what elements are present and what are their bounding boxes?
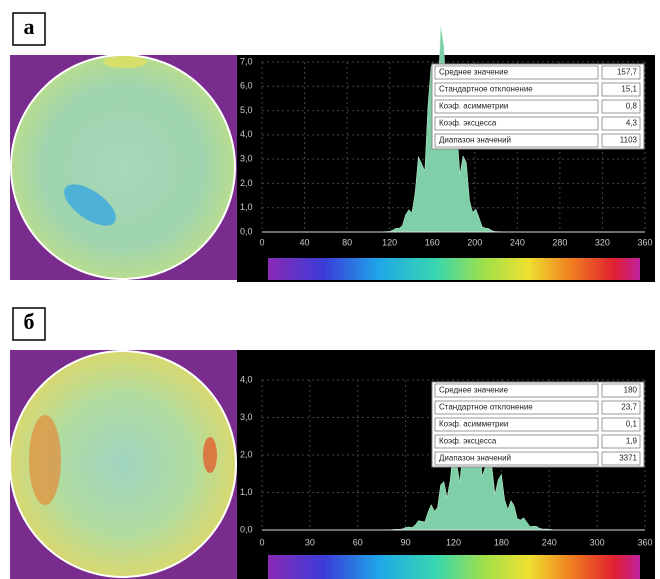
y-tick-label: 0,0 [240, 226, 253, 236]
y-tick-label: 4,0 [240, 129, 253, 139]
figure: а б 7,0 6,0 5,0 4,0 3,0 2,0 1,0 0,0 0 40 80 120 160 2… [0, 0, 660, 579]
stat-name: Среднее значение [439, 68, 509, 77]
y-tick-label: 4,0 [240, 374, 253, 384]
x-tick-label: 300 [590, 537, 605, 547]
stat-name: Диапазон значений [439, 454, 511, 463]
x-tick-label: 90 [401, 537, 411, 547]
x-tick-label: 30 [305, 537, 315, 547]
stat-name: Коэф. эксцесса [439, 119, 497, 128]
x-tick-label: 280 [552, 237, 567, 247]
stat-value: 23,7 [621, 403, 637, 412]
x-tick-label: 120 [382, 237, 397, 247]
x-tick-label: 60 [353, 537, 363, 547]
y-tick-label: 3,0 [240, 154, 253, 164]
stat-name: Коэф. асимметрии [439, 420, 508, 429]
x-tick-label: 240 [542, 537, 557, 547]
stat-value: 180 [624, 386, 638, 395]
x-tick-label: 320 [595, 237, 610, 247]
color-bar [268, 555, 640, 579]
panel-label: а [24, 14, 35, 39]
stat-value: 1,9 [626, 437, 638, 446]
stat-value: 3371 [619, 454, 637, 463]
y-tick-label: 7,0 [240, 56, 253, 66]
color-bar [268, 258, 640, 280]
x-tick-label: 200 [467, 237, 482, 247]
stat-value: 4,3 [626, 119, 638, 128]
y-tick-label: 2,0 [240, 449, 253, 459]
stat-value: 157,7 [617, 68, 638, 77]
panel-label: б [24, 309, 35, 334]
x-tick-label: 360 [637, 537, 652, 547]
y-tick-label: 1,0 [240, 487, 253, 497]
y-tick-label: 0,0 [240, 524, 253, 534]
y-tick-label: 2,0 [240, 178, 253, 188]
y-tick-label: 1,0 [240, 202, 253, 212]
x-tick-label: 0 [259, 537, 264, 547]
y-tick-label: 3,0 [240, 412, 253, 422]
stat-name: Коэф. асимметрии [439, 102, 508, 111]
hot-spot [103, 56, 147, 68]
stat-value: 0,8 [626, 102, 638, 111]
heatmap-disc [11, 55, 235, 279]
stat-value: 15,1 [621, 85, 637, 94]
stat-name: Среднее значение [439, 386, 509, 395]
x-tick-label: 240 [510, 237, 525, 247]
hot-spot [203, 437, 217, 473]
x-tick-label: 80 [342, 237, 352, 247]
stat-name: Стандартное отклонение [439, 403, 533, 412]
x-tick-label: 360 [637, 237, 652, 247]
x-tick-label: 160 [425, 237, 440, 247]
stat-value: 1103 [620, 136, 638, 145]
hot-spot [29, 415, 61, 505]
x-tick-label: 0 [259, 237, 264, 247]
x-tick-label: 40 [300, 237, 310, 247]
x-tick-label: 120 [446, 537, 461, 547]
y-tick-label: 5,0 [240, 105, 253, 115]
stat-name: Диапазон значений [439, 136, 511, 145]
stat-name: Коэф. эксцесса [439, 437, 497, 446]
stat-value: 0,1 [626, 420, 638, 429]
stat-name: Стандартное отклонение [439, 85, 533, 94]
x-tick-label: 180 [494, 537, 509, 547]
y-tick-label: 6,0 [240, 81, 253, 91]
